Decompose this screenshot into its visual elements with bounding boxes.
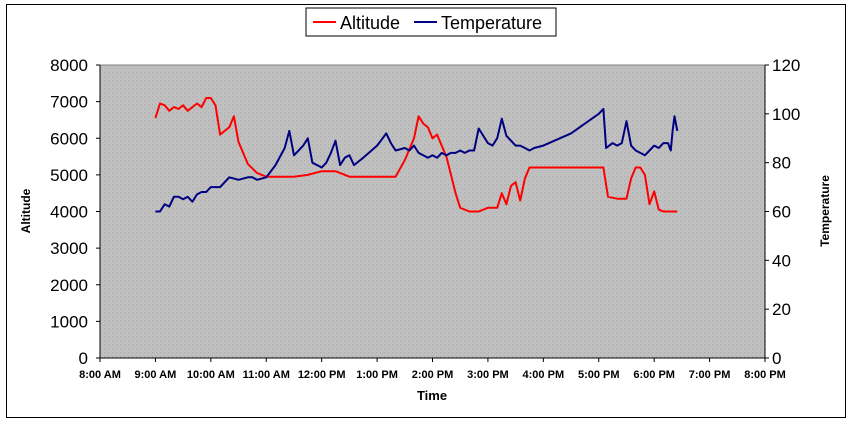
series-line-altitude bbox=[154, 97, 678, 213]
x-tick-label: 8:00 AM bbox=[79, 369, 121, 381]
y-left-tick-label: 4000 bbox=[50, 203, 88, 222]
x-ticks: 8:00 AM 9:00 AM 10:00 AM 11:00 AM 12:00 PM 1:… bbox=[79, 358, 786, 381]
plot-area bbox=[99, 64, 766, 359]
y-axis-left-title: Altitude bbox=[19, 188, 33, 233]
x-tick-label: 3:00 PM bbox=[467, 369, 509, 381]
x-tick-label: 12:00 PM bbox=[298, 369, 346, 381]
y-left-tick-label: 3000 bbox=[50, 239, 88, 258]
legend: Altitude Temperature bbox=[305, 7, 557, 37]
x-tick-label: 6:00 PM bbox=[633, 369, 675, 381]
y-right-tick-label: 80 bbox=[772, 154, 791, 173]
y-right-ticks: 0 20 40 60 80 100 120 bbox=[765, 56, 800, 368]
legend-label-temperature: Temperature bbox=[441, 13, 542, 33]
series-line-temperature bbox=[155, 108, 679, 213]
y-left-tick-label: 8000 bbox=[50, 56, 88, 75]
x-tick-label: 5:00 PM bbox=[578, 369, 620, 381]
y-right-tick-label: 100 bbox=[772, 105, 800, 124]
y-right-tick-label: 20 bbox=[772, 300, 791, 319]
y-left-tick-label: 6000 bbox=[50, 129, 88, 148]
y-left-tick-label: 5000 bbox=[50, 166, 88, 185]
y-left-ticks: 0 1000 2000 3000 4000 5000 6000 7000 8000 bbox=[50, 56, 100, 368]
y-left-tick-label: 1000 bbox=[50, 312, 88, 331]
y-right-tick-label: 0 bbox=[772, 349, 781, 368]
x-tick-label: 2:00 PM bbox=[412, 369, 454, 381]
y-right-tick-label: 40 bbox=[772, 251, 791, 270]
y-left-tick-label: 7000 bbox=[50, 93, 88, 112]
series-layer bbox=[154, 97, 679, 213]
y-axis-right-title: Temperature bbox=[818, 175, 832, 247]
x-axis-title: Time bbox=[417, 388, 447, 403]
legend-label-altitude: Altitude bbox=[340, 13, 400, 33]
x-tick-label: 4:00 PM bbox=[523, 369, 565, 381]
y-left-tick-label: 2000 bbox=[50, 276, 88, 295]
x-tick-label: 7:00 PM bbox=[689, 369, 731, 381]
x-tick-label: 8:00 PM bbox=[744, 369, 786, 381]
y-left-tick-label: 0 bbox=[79, 349, 88, 368]
x-tick-label: 9:00 AM bbox=[135, 369, 177, 381]
x-tick-label: 11:00 AM bbox=[243, 369, 290, 381]
y-right-tick-label: 120 bbox=[772, 56, 800, 75]
x-tick-label: 1:00 PM bbox=[356, 369, 398, 381]
y-right-tick-label: 60 bbox=[772, 203, 791, 222]
x-tick-label: 10:00 AM bbox=[187, 369, 235, 381]
